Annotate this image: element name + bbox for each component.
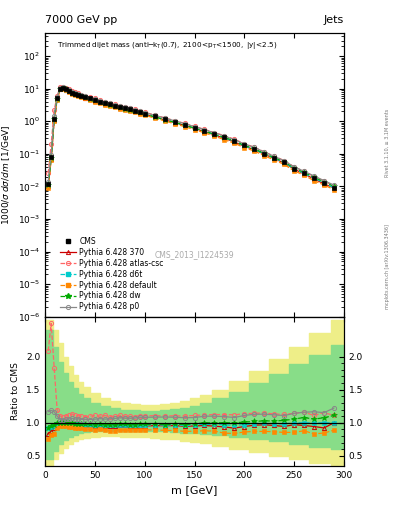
X-axis label: m [GeV]: m [GeV] <box>171 485 218 495</box>
Text: Trimmed dijet mass $\mathregular{(anti\!\!-\!\!k_T(0.7),\;2100\!<\!p_T\!<\!1500,: Trimmed dijet mass $\mathregular{(anti\!… <box>57 40 277 51</box>
Legend: CMS, Pythia 6.428 370, Pythia 6.428 atlas-csc, Pythia 6.428 d6t, Pythia 6.428 de: CMS, Pythia 6.428 370, Pythia 6.428 atla… <box>57 234 167 314</box>
Text: 7000 GeV pp: 7000 GeV pp <box>45 14 118 25</box>
Text: mcplots.cern.ch [arXiv:1306.3436]: mcplots.cern.ch [arXiv:1306.3436] <box>385 224 390 309</box>
Text: CMS_2013_I1224539: CMS_2013_I1224539 <box>155 250 234 259</box>
Text: Jets: Jets <box>323 14 344 25</box>
Y-axis label: Ratio to CMS: Ratio to CMS <box>11 362 20 420</box>
Y-axis label: $1000/\sigma\,d\sigma/dm$ [1/GeV]: $1000/\sigma\,d\sigma/dm$ [1/GeV] <box>0 125 12 225</box>
Text: Rivet 3.1.10, ≥ 3.1M events: Rivet 3.1.10, ≥ 3.1M events <box>385 109 390 178</box>
